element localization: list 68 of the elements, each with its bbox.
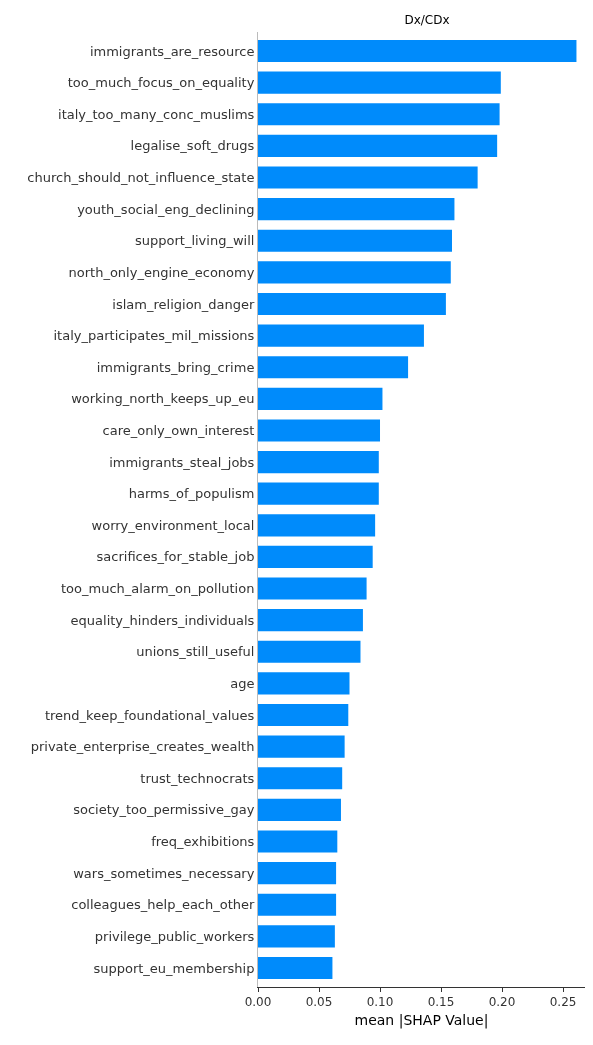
bar bbox=[258, 545, 373, 568]
y-tick-label: trend_keep_foundational_values bbox=[44, 707, 255, 723]
x-tick-label: 0.15 bbox=[427, 995, 455, 1010]
y-tick-label: islam_religion_danger bbox=[112, 296, 256, 312]
bar bbox=[258, 387, 383, 410]
bar bbox=[258, 893, 337, 916]
y-tick-label: support_living_will bbox=[134, 233, 255, 249]
x-tick-label: 0.25 bbox=[549, 995, 577, 1010]
y-tick-label: north_only_engine_economy bbox=[68, 264, 255, 280]
chart-title: Dx/CDx bbox=[404, 13, 450, 28]
y-tick-label: immigrants_are_resource bbox=[89, 43, 255, 59]
y-tick-label: sacrifices_for_stable_job bbox=[96, 549, 255, 565]
y-tick-label: trust_technocrats bbox=[140, 770, 255, 786]
y-tick-label: harms_of_populism bbox=[128, 486, 255, 502]
bar bbox=[258, 134, 498, 157]
bar bbox=[258, 830, 338, 853]
x-axis-title: mean |SHAP Value| bbox=[354, 1011, 489, 1029]
y-tick-label: private_enterprise_creates_wealth bbox=[30, 739, 255, 755]
bar bbox=[258, 956, 333, 980]
bar bbox=[258, 640, 361, 663]
y-tick-label: youth_social_eng_declining bbox=[77, 201, 255, 217]
bar bbox=[258, 419, 381, 442]
y-tick-label: care_only_own_interest bbox=[102, 422, 255, 438]
bar bbox=[258, 609, 363, 632]
bar bbox=[258, 482, 379, 505]
bar bbox=[258, 862, 337, 885]
y-tick-label: too_much_alarm_on_pollution bbox=[61, 581, 255, 597]
x-tick-label: 0.20 bbox=[488, 995, 516, 1010]
bar bbox=[258, 925, 335, 948]
bar bbox=[258, 39, 577, 63]
bar bbox=[258, 703, 349, 727]
y-tick-label: legalise_soft_drugs bbox=[130, 138, 255, 154]
x-tick-label: 0.05 bbox=[305, 995, 333, 1010]
bar bbox=[258, 672, 350, 695]
bar bbox=[258, 292, 446, 316]
bar bbox=[258, 166, 478, 189]
bar bbox=[258, 577, 367, 600]
bar bbox=[258, 451, 379, 474]
y-tick-label: age bbox=[230, 675, 255, 691]
bar bbox=[258, 71, 501, 94]
y-tick-label: freq_exhibitions bbox=[151, 834, 255, 850]
y-tick-label: immigrants_bring_crime bbox=[96, 359, 255, 375]
bar bbox=[258, 324, 424, 347]
y-tick-label: working_north_keeps_up_eu bbox=[71, 391, 255, 407]
y-tick-label: colleagues_help_each_other bbox=[71, 897, 256, 913]
bar bbox=[258, 356, 409, 379]
bar bbox=[258, 735, 345, 758]
y-tick-label: unions_still_useful bbox=[136, 644, 255, 660]
x-tick-label: 0.00 bbox=[244, 995, 272, 1010]
y-tick-label: worry_environment_local bbox=[91, 517, 255, 533]
y-tick-label: too_much_focus_on_equality bbox=[67, 75, 255, 91]
y-tick-label: support_eu_membership bbox=[93, 960, 255, 976]
y-tick-label: wars_sometimes_necessary bbox=[73, 865, 255, 881]
x-tick-label: 0.10 bbox=[366, 995, 394, 1010]
y-tick-label: equality_hinders_individuals bbox=[70, 612, 255, 628]
bar bbox=[258, 514, 376, 537]
y-tick-label: privilege_public_workers bbox=[94, 928, 255, 944]
bar bbox=[258, 261, 451, 284]
y-tick-label: society_too_permissive_gay bbox=[73, 802, 255, 818]
y-tick-label: italy_participates_mil_missions bbox=[53, 328, 255, 344]
bar bbox=[258, 767, 343, 790]
bar bbox=[258, 229, 452, 252]
y-tick-label: immigrants_steal_jobs bbox=[109, 454, 255, 470]
bar bbox=[258, 798, 341, 821]
y-tick-label: church_should_not_influence_state bbox=[27, 170, 255, 186]
bar bbox=[258, 103, 500, 126]
bar bbox=[258, 198, 455, 221]
y-tick-label: italy_too_many_conc_muslims bbox=[58, 106, 255, 122]
